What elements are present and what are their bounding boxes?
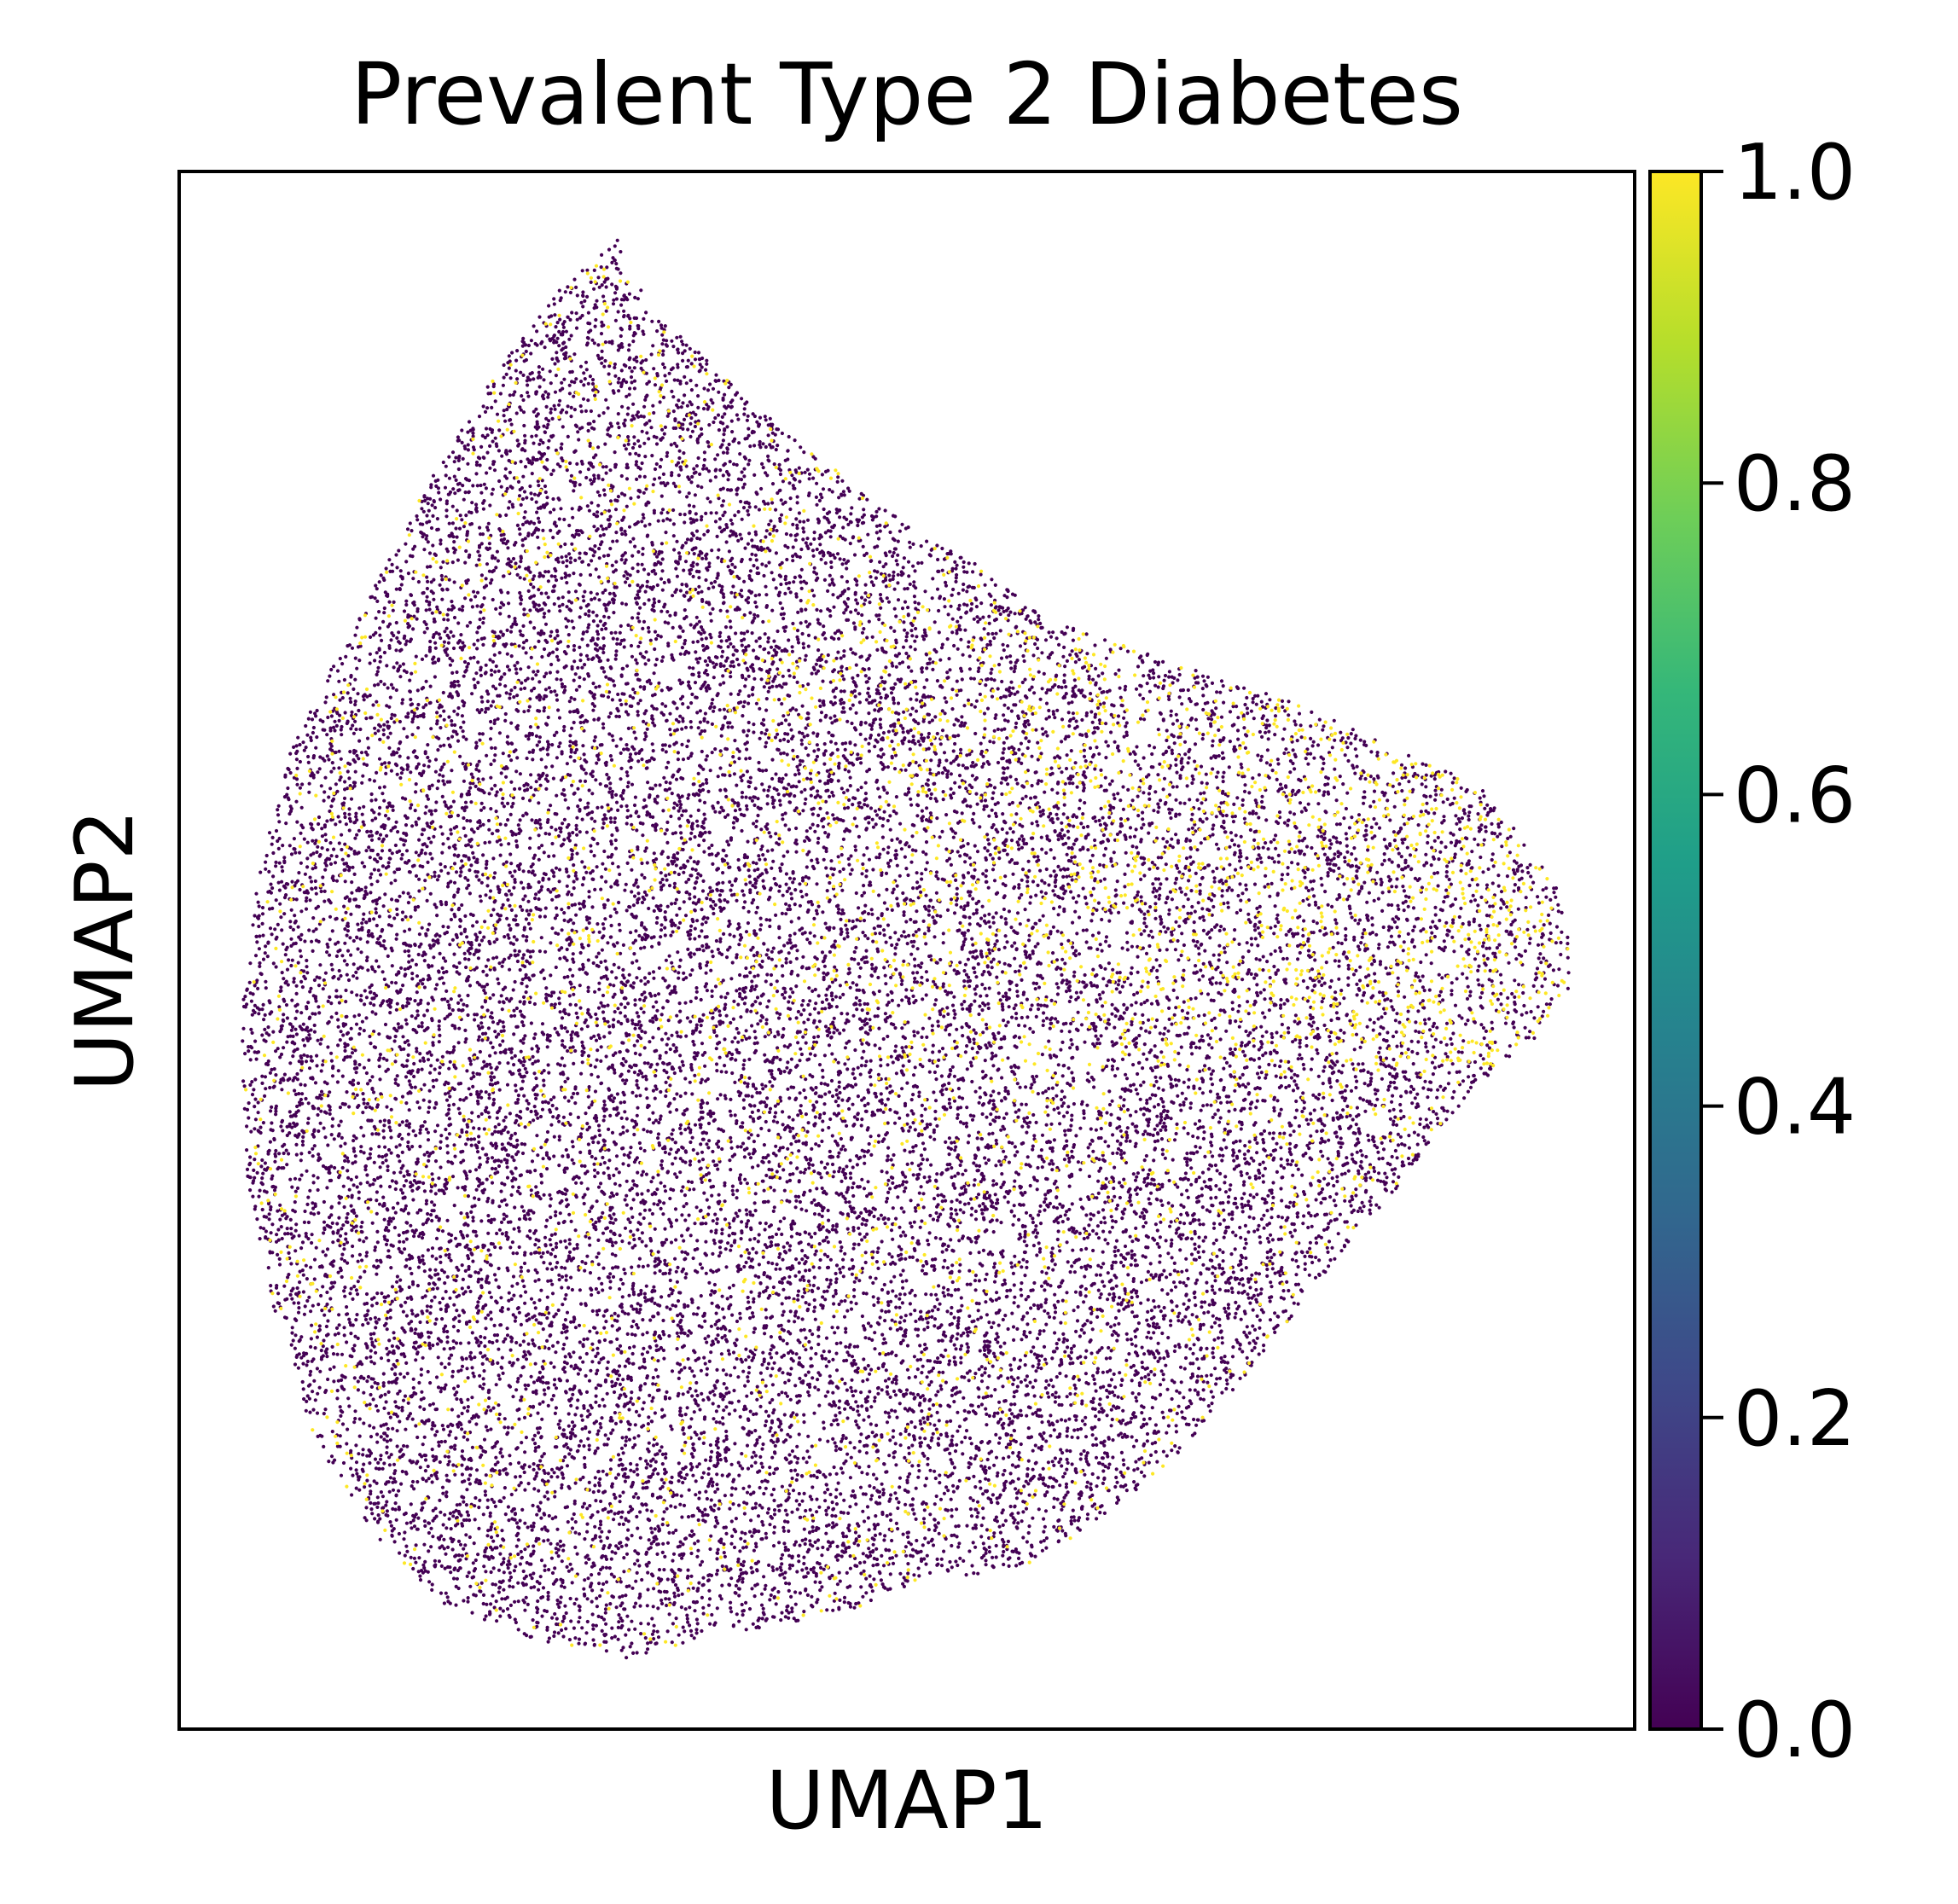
points-value-1 <box>244 264 1570 1647</box>
plot-frame <box>177 170 1636 1731</box>
y-axis-label: UMAP2 <box>59 810 152 1092</box>
points-value-0 <box>241 238 1571 1660</box>
colorbar-tick-label: 1.0 <box>1734 128 1856 218</box>
colorbar-tick-label: 0.8 <box>1734 439 1856 529</box>
colorbar-tick-label: 0.6 <box>1734 751 1856 840</box>
colorbar-tick-label: 0.2 <box>1734 1374 1856 1464</box>
colorbar-ticks: 0.0 0.2 0.4 0.6 0.8 1.0 <box>1701 128 1856 1775</box>
scatter-points <box>241 238 1571 1660</box>
chart-title: Prevalent Type 2 Diabetes <box>351 44 1463 144</box>
x-axis-label: UMAP1 <box>766 1755 1049 1848</box>
colorbar-tick-label: 0.0 <box>1734 1686 1856 1775</box>
colorbar <box>1648 170 1703 1731</box>
colorbar-tick-label: 0.4 <box>1734 1063 1856 1152</box>
